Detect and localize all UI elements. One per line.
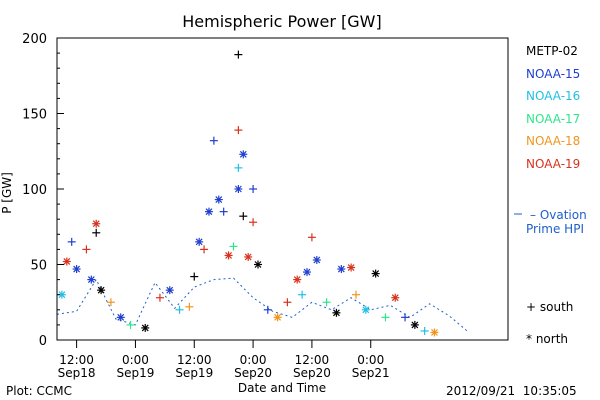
data-point xyxy=(87,275,96,284)
data-point xyxy=(234,163,243,172)
data-point xyxy=(234,50,243,59)
data-point xyxy=(229,242,238,251)
legend-entry: METP-02 xyxy=(526,44,578,58)
x-tick-label: 12:00 xyxy=(295,353,330,367)
x-tick-sublabel: Sep18 xyxy=(58,366,96,380)
data-point xyxy=(92,219,101,228)
ovation-legend-label-2: Prime HPI xyxy=(526,222,584,236)
data-point xyxy=(224,251,233,260)
data-point xyxy=(361,305,370,314)
legend-entry: NOAA-18 xyxy=(526,134,581,148)
data-point xyxy=(332,308,341,317)
ovation-line xyxy=(56,277,470,333)
data-point xyxy=(185,302,194,311)
x-tick-sublabel: Sep19 xyxy=(175,366,213,380)
y-tick-label: 150 xyxy=(22,108,47,123)
data-point xyxy=(92,228,101,237)
plot-frame xyxy=(56,37,509,341)
data-point xyxy=(204,207,213,216)
data-point xyxy=(106,298,115,307)
y-axis: 0 50 100 150 200 xyxy=(22,32,64,349)
data-point xyxy=(430,328,439,337)
data-point xyxy=(62,257,71,266)
x-tick-sublabel: Sep19 xyxy=(116,366,154,380)
data-point xyxy=(273,313,282,322)
legend-entry: NOAA-17 xyxy=(526,111,581,126)
data-point xyxy=(234,126,243,135)
x-tick-label: 12:00 xyxy=(59,353,94,367)
data-point xyxy=(312,255,321,264)
data-point xyxy=(116,313,125,322)
plot-credit: Plot: CCMC xyxy=(6,384,72,398)
data-point xyxy=(82,245,91,254)
data-point xyxy=(244,252,253,261)
data-point xyxy=(303,268,312,277)
data-point xyxy=(322,298,331,307)
x-tick-label: 0:00 xyxy=(240,353,267,367)
data-point xyxy=(214,195,223,204)
legend-entry: NOAA-15 xyxy=(526,66,581,81)
x-axis: 12:00Sep180:00Sep1912:00Sep190:00Sep2012… xyxy=(58,340,390,380)
legend-entry: NOAA-16 xyxy=(526,89,581,103)
data-point xyxy=(420,326,429,335)
y-tick-label: 50 xyxy=(30,259,47,274)
chart-title: Hemispheric Power [GW] xyxy=(182,12,381,31)
data-point xyxy=(352,290,361,299)
data-point xyxy=(219,207,228,216)
data-point xyxy=(263,305,272,314)
data-point xyxy=(253,260,262,269)
data-point xyxy=(401,313,410,322)
data-point xyxy=(200,245,209,254)
x-tick-sublabel: Sep20 xyxy=(293,366,331,380)
x-axis-label: Date and Time xyxy=(238,381,326,395)
data-point xyxy=(155,293,164,302)
data-point xyxy=(175,305,184,314)
data-point xyxy=(249,185,258,193)
data-point xyxy=(209,136,218,145)
data-point xyxy=(381,313,390,322)
data-point xyxy=(410,320,419,329)
north-legend-label: * north xyxy=(526,332,569,346)
data-point xyxy=(293,275,302,284)
data-point xyxy=(239,150,248,159)
data-point xyxy=(249,218,258,227)
y-tick-label: 200 xyxy=(22,32,47,47)
data-point xyxy=(347,263,356,272)
data-point xyxy=(165,286,174,295)
x-tick-label: 0:00 xyxy=(122,353,149,367)
data-point xyxy=(97,286,106,295)
data-point xyxy=(67,237,76,246)
x-tick-label: 12:00 xyxy=(177,353,212,367)
plot-timestamp: 2012/09/21 10:35:05 xyxy=(446,384,577,398)
data-point xyxy=(283,298,292,307)
y-axis-label: P [GW] xyxy=(0,172,14,214)
data-point xyxy=(190,272,199,281)
data-point xyxy=(195,237,204,246)
x-tick-sublabel: Sep20 xyxy=(234,366,272,380)
data-point xyxy=(126,320,135,329)
x-tick-sublabel: Sep21 xyxy=(352,366,390,380)
legend-entry: NOAA-19 xyxy=(526,156,581,171)
ovation-legend-label: – Ovation xyxy=(530,208,587,222)
data-point xyxy=(141,323,150,332)
data-point xyxy=(371,269,380,278)
data-points xyxy=(57,50,439,337)
south-legend-label: + south xyxy=(526,300,574,314)
data-point xyxy=(307,233,316,242)
data-point xyxy=(337,265,346,274)
y-tick-label: 0 xyxy=(39,334,47,349)
data-point xyxy=(298,290,307,299)
data-point xyxy=(391,293,400,302)
data-point xyxy=(239,212,248,221)
data-point xyxy=(234,185,243,193)
data-point xyxy=(57,290,66,299)
ovation-series-line xyxy=(56,277,470,333)
y-tick-label: 100 xyxy=(22,183,47,198)
x-tick-label: 0:00 xyxy=(357,353,384,367)
data-point xyxy=(72,265,81,274)
